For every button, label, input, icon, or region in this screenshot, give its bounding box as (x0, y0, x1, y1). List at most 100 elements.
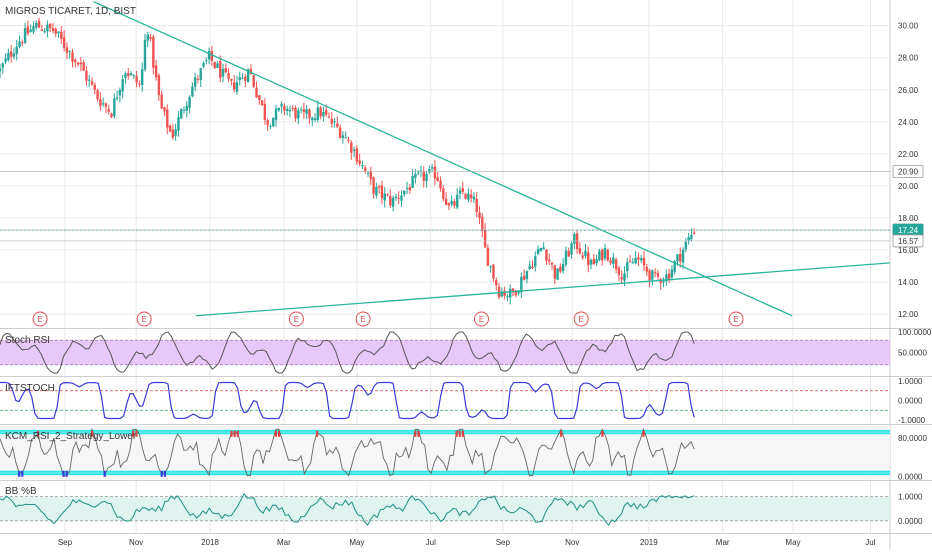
kcm-rsi-overbought-mark (642, 430, 645, 437)
candle-body (520, 276, 523, 293)
candle-body (299, 109, 303, 111)
candle-body (550, 262, 554, 265)
candle-body (405, 188, 409, 190)
candle-body (500, 291, 504, 297)
event-circle (573, 311, 589, 327)
candle-body (174, 129, 177, 136)
candle-body (322, 111, 325, 117)
candle-body (40, 29, 44, 31)
candle-body (372, 177, 375, 194)
iftstoch-line (0, 381, 695, 420)
candle-body (135, 75, 138, 83)
candle-body (391, 197, 395, 207)
candle-body (634, 257, 637, 264)
price-tick-label: 12.00 (898, 310, 919, 319)
price-tick-label: 14.00 (898, 278, 919, 287)
candle-body (642, 257, 646, 266)
candle-body (684, 241, 688, 250)
candle-body (676, 254, 679, 262)
indicator-panes: Stoch RSI IFTSTOCH KCM_RSI_2_Strategy_Lowe… (0, 331, 890, 526)
candle-body (46, 24, 49, 32)
candle-body (272, 117, 275, 127)
kcm-rsi-oversold-mark (62, 470, 65, 477)
earnings-event-marker[interactable]: E (355, 311, 371, 327)
candle-body (110, 113, 113, 118)
earnings-event-marker[interactable]: E (288, 311, 304, 327)
candle-body (531, 266, 534, 268)
candle-body (436, 177, 439, 182)
price-tick-label: 30.00 (898, 22, 919, 31)
candle-body (614, 259, 618, 270)
candle-body (149, 36, 152, 39)
candle-body (82, 62, 85, 71)
candle-body (0, 68, 2, 72)
earnings-event-marker[interactable]: E (473, 311, 489, 327)
earnings-event-marker[interactable]: E (728, 311, 744, 327)
candle-body (626, 262, 629, 272)
candle-body (29, 29, 32, 32)
candle-body (118, 90, 122, 96)
candle-body (124, 73, 127, 79)
candle-body (690, 234, 693, 240)
time-tick-label: May (349, 538, 364, 547)
candle-body (458, 190, 462, 194)
candle-body (191, 86, 194, 97)
candle-body (9, 51, 13, 57)
candle-body (472, 196, 476, 200)
candle-body (99, 99, 102, 106)
candle-body (269, 126, 272, 128)
candle-body (403, 190, 406, 195)
candle-body (350, 142, 353, 153)
kcm-rsi-overbought-mark (455, 430, 458, 437)
time-tick-label: Mar (716, 538, 730, 547)
kcm-rsi-oversold-mark (163, 470, 167, 477)
candle-body (132, 75, 136, 77)
time-tick-label: Sep (496, 538, 511, 547)
candle-body (297, 110, 300, 119)
bb-percent-b-title: BB %B (5, 486, 37, 497)
candle-body (12, 53, 16, 57)
earnings-event-marker[interactable]: E (136, 311, 152, 327)
candle-body (258, 95, 261, 100)
candle-body (107, 109, 110, 112)
price-badge-label: 17.24 (898, 226, 919, 235)
candle-body (481, 216, 484, 231)
candle-body (522, 275, 526, 280)
event-label: E (733, 315, 738, 324)
candle-body (68, 50, 71, 52)
candle-body (316, 107, 320, 120)
candle-body (548, 259, 551, 262)
candle-body (617, 267, 621, 275)
time-tick-label: Mar (277, 538, 291, 547)
candle-body (408, 187, 412, 191)
candle-body (305, 109, 308, 114)
earnings-event-marker[interactable]: E (32, 311, 48, 327)
candle-body (609, 260, 612, 263)
price-badge: 17.24 (892, 223, 924, 237)
candle-body (693, 232, 696, 234)
trendline[interactable] (93, 1, 793, 317)
price-badge-label: 20.90 (898, 168, 919, 177)
candle-body (241, 78, 244, 80)
candle-body (213, 61, 216, 68)
kcm-rsi-overbought-mark (274, 430, 277, 437)
price-tick-label: 26.00 (898, 86, 919, 95)
trendline[interactable] (195, 262, 891, 317)
candle-body (93, 84, 96, 90)
candle-body (207, 50, 211, 60)
candle-body (26, 26, 30, 34)
candle-body (180, 109, 183, 119)
candle-body (478, 212, 481, 218)
price-tick-label: 28.00 (898, 54, 919, 63)
candle-body (528, 265, 531, 270)
kcm-rsi-overbought-mark (233, 430, 236, 437)
candle-body (442, 188, 445, 199)
kcm-rsi-overbought-mark (236, 430, 239, 437)
earnings-event-marker[interactable]: E (573, 311, 589, 327)
candle-body (453, 201, 456, 206)
bb-tick: 1.0000 (898, 493, 923, 502)
